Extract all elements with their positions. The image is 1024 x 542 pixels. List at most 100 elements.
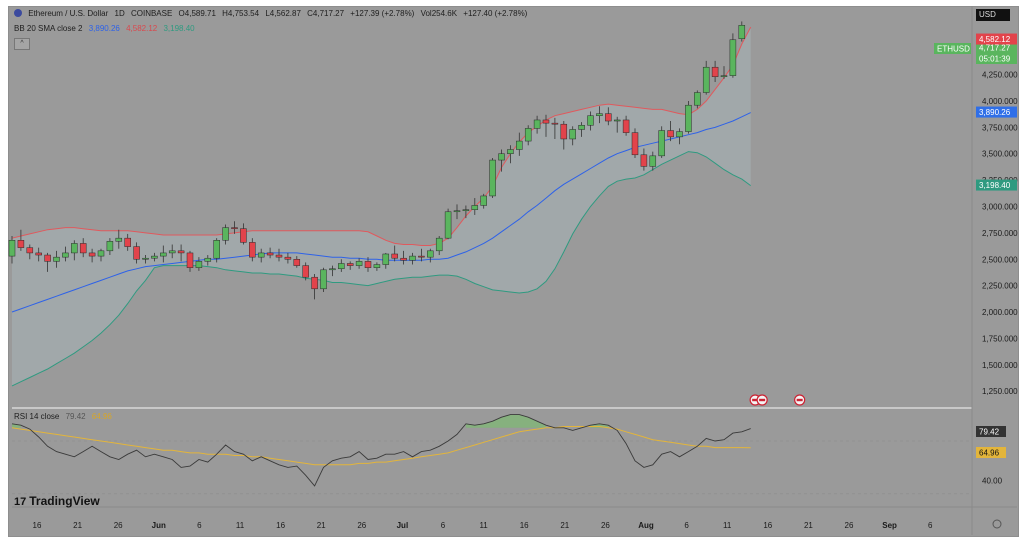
change-value: +127.39 (+2.78%): [350, 9, 415, 18]
bb-upper-line: [11, 26, 752, 246]
candle: [382, 252, 390, 269]
price-label-bg: [976, 33, 1017, 45]
price-label-last: 4,717.27: [976, 42, 1017, 53]
collapse-legend-button[interactable]: ^: [14, 38, 30, 50]
candle: [44, 252, 51, 272]
candle: [177, 244, 185, 262]
time-tick-label: 11: [236, 521, 245, 530]
price-tick-label: 1,750.000: [982, 334, 1018, 343]
price-tick-label: 1,250.000: [982, 387, 1018, 396]
flag-stripe: [759, 398, 766, 402]
interval[interactable]: 1D: [114, 9, 125, 18]
candle-body: [151, 255, 158, 259]
candle: [596, 106, 603, 124]
candle-body: [222, 227, 229, 241]
candle-body: [533, 119, 541, 129]
time-tick-label: 11: [723, 521, 732, 530]
bb-label: BB 20 SMA close 2: [14, 24, 83, 33]
candle: [444, 208, 452, 240]
candle: [738, 21, 746, 42]
candle-body: [160, 252, 167, 257]
candle-body: [596, 113, 603, 116]
candle: [489, 157, 496, 199]
rsi-legend[interactable]: RSI 14 close 79.42 64.96: [14, 412, 116, 421]
candle: [275, 248, 283, 262]
time-tick-label: 26: [601, 521, 610, 530]
candle-body: [605, 113, 612, 122]
candle: [498, 149, 505, 172]
flag-stripe: [796, 398, 803, 402]
candle-body: [71, 243, 78, 254]
candle-body: [195, 261, 203, 268]
bb-basis-line: [11, 112, 751, 313]
rsi-label: RSI 14 close: [14, 412, 60, 421]
candle: [302, 262, 309, 281]
candle: [729, 33, 737, 78]
price-tick-label: 3,750.000: [982, 123, 1018, 132]
candle: [453, 204, 461, 220]
close-value: C4,717.27: [307, 9, 345, 18]
rsi-overbought-fill: [12, 423, 21, 428]
candle: [702, 60, 710, 95]
price-tick-label: 4,000.000: [982, 97, 1018, 106]
time-tick-label: Aug: [638, 521, 654, 530]
candle: [151, 252, 158, 262]
candle: [106, 238, 114, 256]
gear-icon[interactable]: [992, 519, 1002, 529]
price-tick-label: 3,000.000: [982, 203, 1018, 212]
candle: [186, 250, 194, 272]
candle: [17, 229, 25, 251]
candle: [35, 247, 42, 262]
price-tick-label: 2,000.000: [982, 308, 1018, 317]
candle-body: [551, 122, 559, 125]
candle-body: [658, 130, 665, 157]
candle: [507, 145, 514, 164]
tradingview-logo-text: TradingView: [29, 494, 100, 508]
price-label-text: 3,890.26: [979, 108, 1011, 117]
candle: [79, 238, 87, 258]
candle-body: [346, 263, 354, 266]
candle-body: [240, 228, 247, 243]
candle: [613, 116, 621, 133]
candle-body: [62, 252, 69, 258]
price-axis: 1,250.000 1,500.000 1,750.000 2,000.000 2,25…: [982, 71, 1018, 486]
time-tick-label: 6: [928, 521, 933, 530]
time-tick-label: 16: [520, 521, 529, 530]
candle-body: [694, 92, 701, 106]
candle: [88, 248, 96, 263]
event-markers: [749, 394, 806, 406]
open-value: O4,589.71: [178, 9, 216, 18]
candle-body: [142, 257, 149, 260]
bb-legend[interactable]: BB 20 SMA close 2 3,890.26 4,582.12 3,19…: [14, 24, 199, 33]
rsi-label-text: 79.42: [979, 428, 1000, 437]
bb-lower-value: 3,198.40: [163, 24, 195, 33]
us-flag-event-icon: [794, 394, 806, 406]
price-label-lower: 3,198.40: [976, 179, 1017, 191]
candle-body: [400, 257, 407, 261]
price-label-text: 4,582.12: [979, 35, 1011, 44]
candle-body: [471, 205, 479, 210]
currency-button[interactable]: USD: [976, 9, 1010, 21]
candle: [400, 250, 407, 265]
candle-body: [702, 66, 710, 93]
symbol-legend[interactable]: Ethereum / U.S. Dollar 1D COINBASE O4,58…: [14, 9, 531, 18]
time-tick-label: 21: [804, 521, 813, 530]
rsi-label-bg: [976, 447, 1006, 458]
candle-body: [613, 119, 621, 122]
us-flag-event-icon: [756, 394, 768, 406]
candle: [320, 267, 327, 292]
candle: [480, 193, 487, 209]
candle-body: [168, 250, 176, 254]
price-tick-label: 3,500.000: [982, 150, 1018, 159]
price-label-symbol: ETHUSD: [934, 43, 971, 54]
candle-body: [124, 237, 131, 247]
candle-body: [364, 261, 372, 268]
candle: [605, 107, 612, 126]
candle-body: [569, 129, 576, 140]
candle: [8, 236, 16, 264]
time-tick-label: 6: [684, 521, 689, 530]
price-label-countdown: 05:01:39: [976, 53, 1017, 64]
candle: [168, 244, 176, 259]
candle-body: [177, 250, 185, 254]
